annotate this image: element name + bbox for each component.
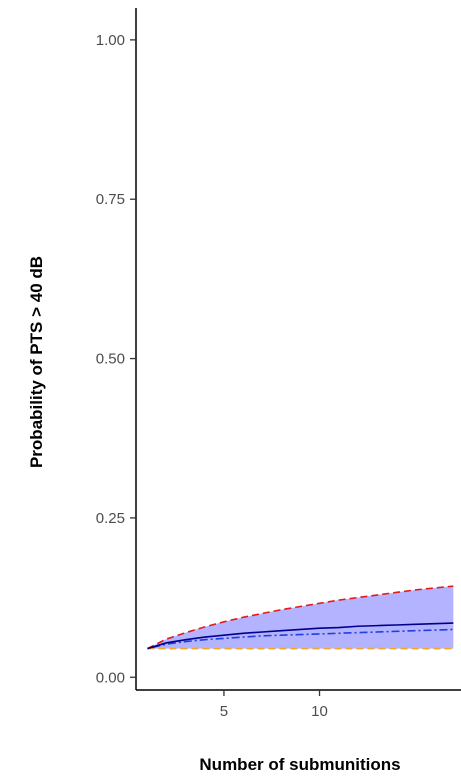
y-axis-title: Probability of PTS > 40 dB <box>27 256 46 468</box>
y-tick-label: 0.25 <box>96 510 125 527</box>
x-tick-label: 5 <box>220 703 228 720</box>
y-tick-label: 1.00 <box>96 32 125 49</box>
series-line-dashed <box>147 585 454 650</box>
y-tick-label: 0.00 <box>96 669 125 686</box>
axes-layer <box>135 8 461 691</box>
x-axis-title: Number of submunitions <box>199 755 400 774</box>
ticks-layer: 0.00 0.25 0.50 0.75 1.00 5 10 <box>96 32 328 720</box>
band-layer <box>147 586 454 649</box>
y-tick-label: 0.50 <box>96 351 125 368</box>
confidence-band <box>147 586 454 649</box>
series-line-dotdash <box>147 628 454 650</box>
series-layer <box>147 585 454 650</box>
series-line-solid <box>147 622 454 650</box>
x-tick-label: 10 <box>311 703 328 720</box>
y-tick-label: 0.75 <box>96 191 125 208</box>
